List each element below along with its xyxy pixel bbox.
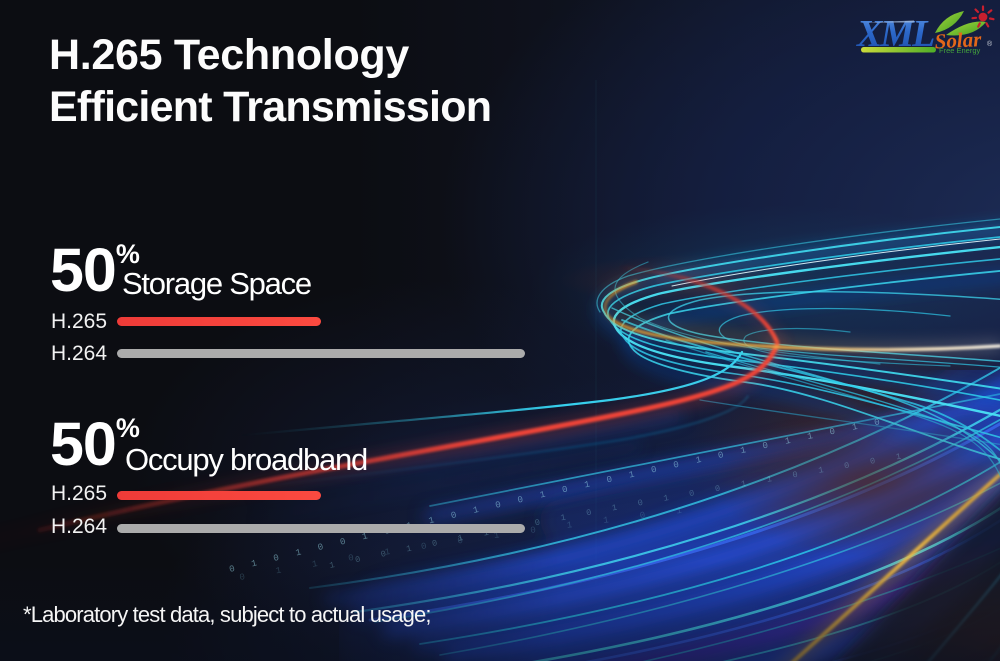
svg-text:Solar: Solar [934,27,983,53]
svg-text:Free Energy: Free Energy [939,46,981,55]
svg-text:®: ® [987,40,993,48]
